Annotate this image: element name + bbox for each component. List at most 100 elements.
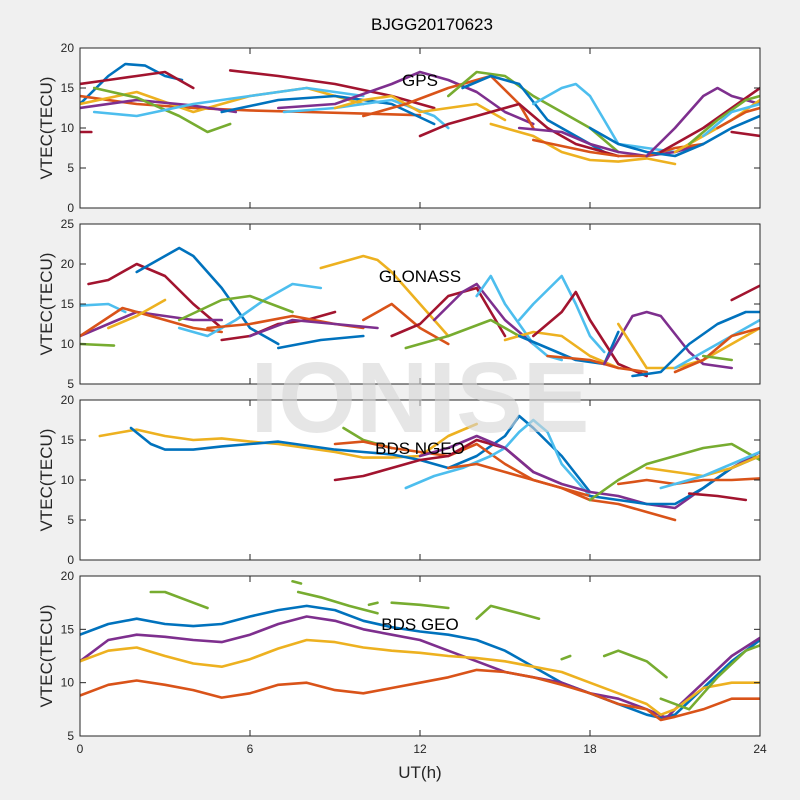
series-line (659, 86, 760, 154)
y-tick-label: 20 (61, 41, 75, 55)
series-line (80, 98, 238, 114)
series-line (220, 94, 436, 126)
series-line (475, 604, 541, 620)
series-group (80, 580, 760, 722)
series-line (687, 94, 760, 146)
y-tick-label: 10 (61, 473, 75, 487)
series-line (588, 114, 760, 158)
series-line (730, 130, 760, 138)
series-line (282, 98, 450, 130)
series-line (296, 590, 379, 615)
series-line (291, 580, 303, 585)
y-tick-label: 15 (61, 433, 75, 447)
series-line (631, 310, 760, 378)
series-line (80, 86, 365, 114)
series-line (135, 246, 280, 346)
y-axis-label: VTEC(TECU) (37, 429, 56, 532)
y-axis-label: VTEC(TECU) (37, 605, 56, 708)
x-axis-label: UT(h) (398, 763, 441, 782)
series-line (149, 590, 209, 610)
plot-area (80, 48, 760, 208)
series-line (432, 282, 535, 346)
series-line (517, 274, 606, 354)
series-line (177, 294, 294, 322)
x-tick-label: 12 (413, 742, 427, 756)
x-tick-label: 18 (583, 742, 597, 756)
series-line (367, 601, 379, 607)
series-line (447, 462, 592, 498)
series-line (390, 286, 507, 338)
series-line (659, 450, 760, 490)
panel-label: GLONASS (379, 267, 461, 286)
series-line (80, 70, 195, 90)
y-tick-label: 5 (67, 377, 74, 391)
series-line (390, 601, 450, 610)
series-line (80, 306, 223, 338)
series-line (560, 654, 572, 661)
series-line (87, 262, 223, 330)
series-line (532, 82, 677, 154)
y-tick-label: 5 (67, 729, 74, 743)
series-line (80, 94, 422, 117)
x-tick-label: 24 (753, 742, 767, 756)
series-line (418, 102, 620, 158)
y-axis-label: VTEC(TECU) (37, 253, 56, 356)
series-line (517, 330, 620, 366)
y-tick-label: 10 (61, 676, 75, 690)
series-line (617, 322, 760, 370)
subplot-glonass: 5 10 15 20 25 VTEC(TECU) GLONASS (37, 217, 761, 391)
x-tick-label: 6 (247, 742, 254, 756)
series-line (532, 138, 705, 158)
y-tick-label: 20 (61, 257, 75, 271)
x-tick-label: 0 (77, 742, 84, 756)
y-tick-label: 15 (61, 622, 75, 636)
series-line (248, 318, 379, 338)
series-line (687, 492, 748, 502)
series-line (92, 86, 365, 118)
series-line (80, 310, 223, 338)
series-line (80, 638, 760, 716)
series-line (177, 282, 323, 338)
series-line (362, 74, 535, 130)
series-group (80, 246, 760, 378)
series-line (602, 310, 733, 370)
series-line (730, 284, 760, 302)
series-line (673, 318, 760, 370)
panel-label: BDS GEO (381, 615, 458, 634)
series-line (673, 326, 760, 374)
watermark: IONISE (251, 342, 590, 454)
series-line (532, 290, 648, 378)
series-line (333, 94, 507, 122)
series-line (702, 102, 760, 138)
series-line (80, 668, 760, 722)
series-line (602, 649, 668, 679)
panel-label: BDS NGEO (375, 439, 465, 458)
subplot-bds-geo: 5 10 15 20 0 6 12 18 24 VTEC(TECU) BDS GEO (37, 569, 767, 756)
series-line (716, 106, 760, 130)
series-line (80, 615, 760, 720)
y-tick-label: 20 (61, 569, 75, 583)
y-tick-label: 15 (61, 81, 75, 95)
panel-label: GPS (402, 71, 438, 90)
y-tick-label: 20 (61, 393, 75, 407)
series-line (277, 334, 365, 350)
series-line (362, 302, 450, 346)
series-line (702, 354, 733, 362)
y-tick-label: 0 (67, 553, 74, 567)
series-line (588, 442, 760, 502)
series-line (333, 440, 677, 522)
series-line (98, 422, 478, 459)
series-line (645, 86, 760, 158)
y-tick-label: 0 (67, 201, 74, 215)
series-line (503, 330, 620, 370)
series-line (228, 69, 436, 110)
series-line (404, 418, 592, 498)
series-line (129, 414, 592, 494)
series-line (617, 477, 760, 486)
series-group (98, 414, 760, 522)
subplot-gps: 0 5 10 15 20 VTEC(TECU) GPS (37, 41, 761, 215)
series-line (489, 122, 677, 166)
series-group (80, 62, 760, 166)
